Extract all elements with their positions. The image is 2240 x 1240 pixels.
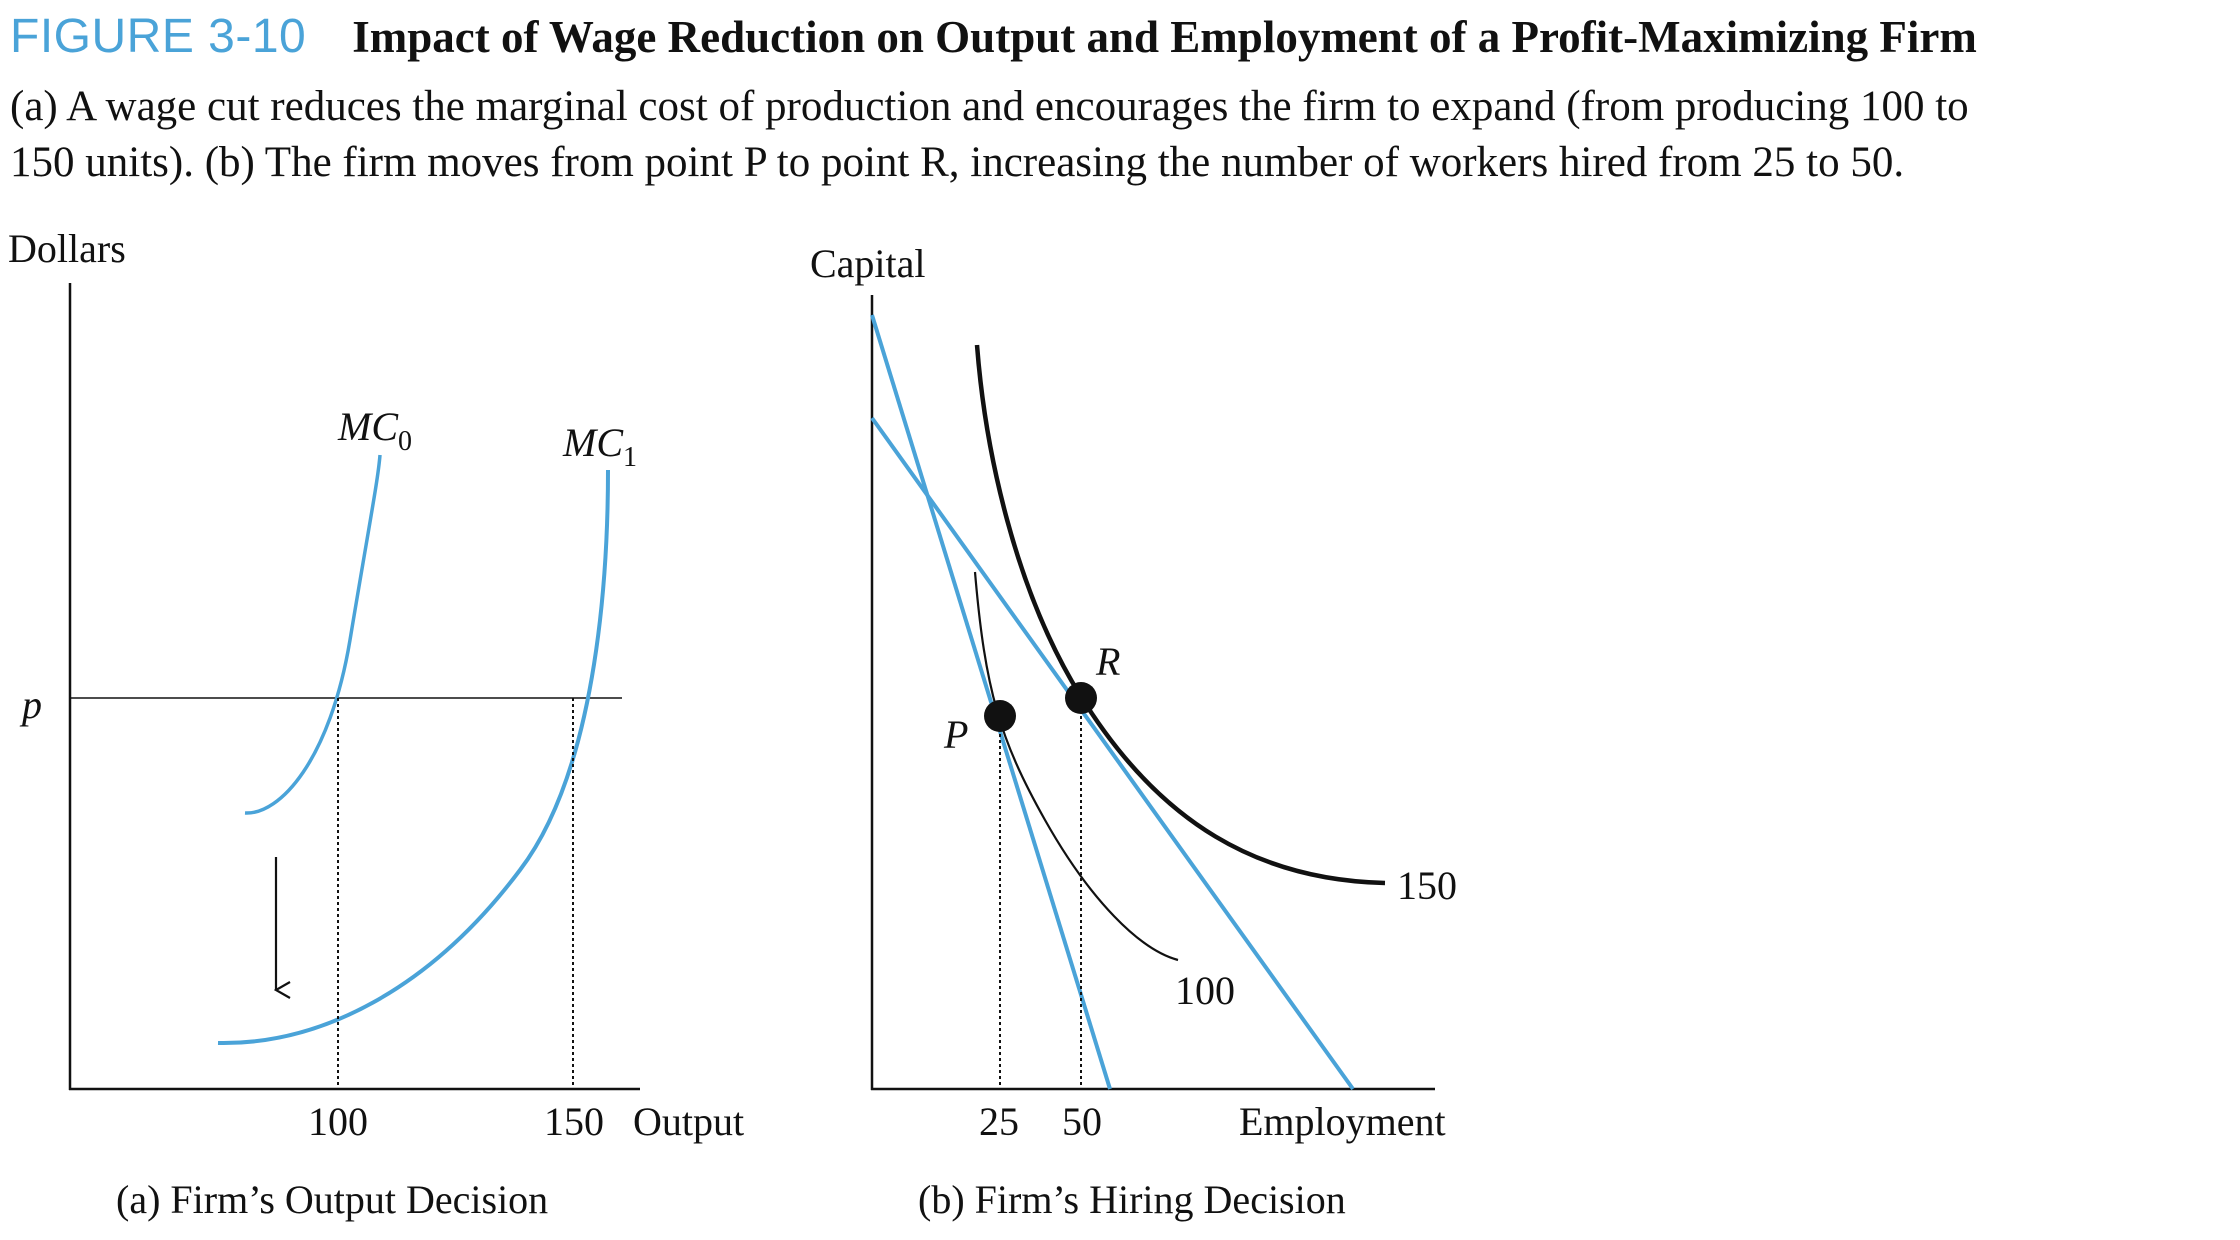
panel-b-x-axis-label: Employment <box>1239 1099 1446 1144</box>
figure-header: FIGURE 3-10 Impact of Wage Reduction on O… <box>10 6 2235 191</box>
isoquant-150 <box>974 344 1386 886</box>
panel-a-tick-150: 150 <box>544 1099 604 1144</box>
panel-b-caption-prefix: (b) <box>918 1177 965 1222</box>
panel-b-tick-50: 50 <box>1062 1099 1102 1144</box>
mc1-label-main: MC <box>562 420 624 465</box>
panel-b-hiring-decision: Capital P R 100 150 25 50 Employment (b)… <box>810 241 1457 1222</box>
mc0-curve <box>244 454 382 815</box>
mc1-label-subscript: 1 <box>623 442 637 473</box>
panel-b-tick-25: 25 <box>979 1099 1019 1144</box>
mc0-label: MC0 <box>337 404 412 457</box>
isoquant-100-label: 100 <box>1175 968 1235 1013</box>
panel-a-y-axis-label: Dollars <box>8 226 126 271</box>
panel-a-output-decision: Dollars p MC0 MC1 100 150 Output (a) Fir… <box>8 226 744 1222</box>
figure-caption-line-1: (a) A wage cut reduces the marginal cost… <box>10 83 1969 130</box>
figure-label: FIGURE 3-10 <box>10 10 307 63</box>
mc0-label-subscript: 0 <box>398 426 412 457</box>
panel-b-caption: (b) Firm’s Hiring Decision <box>918 1177 1346 1222</box>
panel-a-caption-title: Firm’s Output Decision <box>170 1177 548 1222</box>
mc0-label-main: MC <box>337 404 399 449</box>
panel-b-y-axis-label: Capital <box>810 241 926 286</box>
panel-a-caption-prefix: (a) <box>116 1177 160 1222</box>
mc1-curve <box>217 469 610 1046</box>
figure-title-line: FIGURE 3-10 Impact of Wage Reduction on O… <box>10 6 2235 79</box>
isocost-line-flat <box>870 416 1355 1091</box>
mc1-label: MC1 <box>562 420 637 473</box>
price-label: p <box>19 682 42 727</box>
panel-b-caption-title: Firm’s Hiring Decision <box>975 1177 1346 1222</box>
isocost-line-steep <box>870 314 1112 1090</box>
point-r-label: R <box>1095 639 1120 684</box>
point-p-marker <box>984 700 1016 732</box>
figure-caption-line-2: 150 units). (b) The firm moves from poin… <box>10 139 1905 186</box>
isoquant-150-label: 150 <box>1397 863 1457 908</box>
panel-a-caption: (a) Firm’s Output Decision <box>116 1177 548 1222</box>
point-r-marker <box>1065 682 1097 714</box>
figure-title: Impact of Wage Reduction on Output and E… <box>352 12 1977 62</box>
point-p-label: P <box>943 712 968 757</box>
panel-a-tick-100: 100 <box>308 1099 368 1144</box>
panel-a-x-axis-label: Output <box>633 1099 744 1144</box>
isoquant-100 <box>973 571 1179 962</box>
